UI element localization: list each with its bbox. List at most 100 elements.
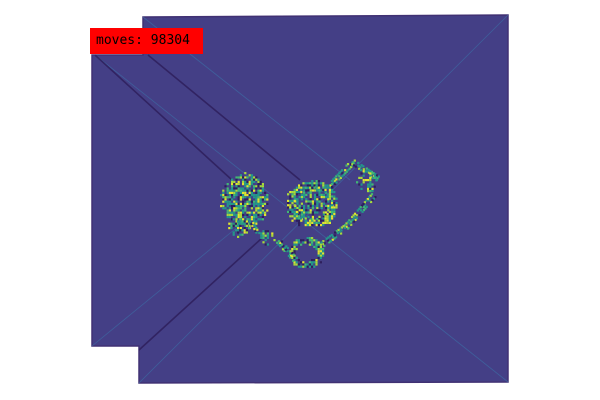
trail-cell: [373, 185, 376, 188]
trail-cell: [239, 213, 242, 216]
trail-cell: [369, 185, 372, 188]
trail-cell: [358, 167, 361, 170]
trail-cell: [233, 205, 236, 208]
trail-cell: [237, 211, 240, 214]
trail-cell: [357, 161, 360, 164]
trail-cell: [326, 221, 329, 224]
trail-cell: [343, 226, 346, 230]
trail-cell: [250, 178, 253, 181]
trail-cell: [231, 194, 234, 197]
trail-cell: [228, 207, 231, 210]
trail-cell: [295, 213, 298, 216]
trail-cell: [239, 220, 242, 223]
trail-cell: [341, 172, 344, 175]
trail-cell: [261, 207, 264, 210]
trail-cell: [235, 183, 238, 186]
trail-cell: [335, 175, 338, 178]
trail-cell: [259, 196, 262, 199]
trail-cell: [285, 245, 288, 248]
trail-cell: [253, 228, 256, 231]
trail-cell: [368, 196, 371, 199]
trail-cell: [308, 261, 311, 264]
trail-cell: [337, 231, 340, 235]
trail-cell: [248, 211, 251, 214]
trail-cell: [364, 179, 367, 182]
trail-cell: [291, 248, 294, 251]
trail-cell: [228, 196, 231, 199]
trail-cell: [352, 220, 356, 223]
trail-cell: [257, 180, 260, 183]
trail-cell: [257, 207, 260, 210]
trail-cell: [333, 195, 336, 198]
trail-cell: [300, 209, 303, 212]
trail-cell: [255, 187, 258, 190]
trail-cell: [342, 225, 345, 228]
trail-cell: [302, 263, 305, 266]
trail-cell: [226, 209, 229, 212]
trail-cell: [255, 213, 258, 216]
trail-cell: [344, 169, 347, 172]
trail-cell: [315, 239, 318, 242]
trail-cell: [300, 198, 303, 201]
trail-cell: [242, 213, 245, 216]
trail-cell: [237, 209, 240, 212]
trail-cell: [320, 204, 323, 207]
trail-cell: [300, 215, 303, 218]
trail-cell: [335, 202, 338, 205]
trail-cell: [226, 213, 229, 216]
trail-cell: [253, 220, 256, 223]
trail-cell: [246, 198, 249, 201]
trail-cell: [246, 194, 249, 197]
trail-cell: [293, 217, 296, 220]
trail-cell: [327, 236, 330, 239]
trail-cell: [316, 209, 319, 212]
trail-cell: [259, 180, 262, 183]
trail-cell: [302, 261, 305, 264]
trail-cell: [362, 170, 365, 173]
trail-cell: [250, 176, 253, 179]
trail-cell: [304, 217, 307, 220]
trail-cell: [255, 216, 258, 219]
trail-cell: [316, 200, 319, 203]
trail-cell: [235, 187, 238, 190]
trail-cell: [259, 198, 262, 201]
trail-cell: [261, 198, 264, 201]
trail-cell: [313, 259, 316, 262]
trail-cell: [248, 222, 251, 225]
trail-cell: [295, 193, 298, 196]
trail-cell: [248, 227, 251, 230]
trail-cell: [309, 182, 312, 185]
trail-cell: [241, 220, 244, 223]
trail-cell: [344, 223, 347, 227]
trail-cell: [355, 214, 358, 217]
trail-cell: [250, 218, 253, 221]
trail-cell: [293, 263, 296, 266]
trail-cell: [362, 165, 365, 168]
trail-cell: [248, 218, 251, 221]
trail-cell: [311, 263, 314, 266]
trail-cell: [222, 196, 225, 199]
trail-cell: [255, 176, 258, 179]
trail-cell: [255, 231, 258, 234]
trail-cell: [244, 185, 247, 188]
trail-cell: [316, 207, 319, 210]
trail-cell: [234, 222, 237, 225]
trail-cell: [354, 215, 357, 218]
trail-cell: [306, 184, 309, 187]
trail-streak: [147, 54, 301, 181]
trail-cell: [331, 213, 334, 216]
trail-cell: [283, 246, 286, 249]
trail-cell: [300, 202, 303, 205]
trail-cell: [322, 202, 325, 205]
trail-cell: [239, 194, 242, 197]
trail-cell: [329, 204, 332, 207]
trail-cell: [332, 181, 335, 184]
trail-cell: [291, 208, 294, 211]
trail-cell: [231, 189, 234, 192]
trail-cell: [362, 202, 365, 206]
trail-cell: [324, 219, 327, 222]
trail-cell: [239, 174, 242, 177]
trail-cell: [298, 184, 301, 187]
trail-cell: [289, 254, 292, 257]
trail-cell: [293, 210, 296, 213]
